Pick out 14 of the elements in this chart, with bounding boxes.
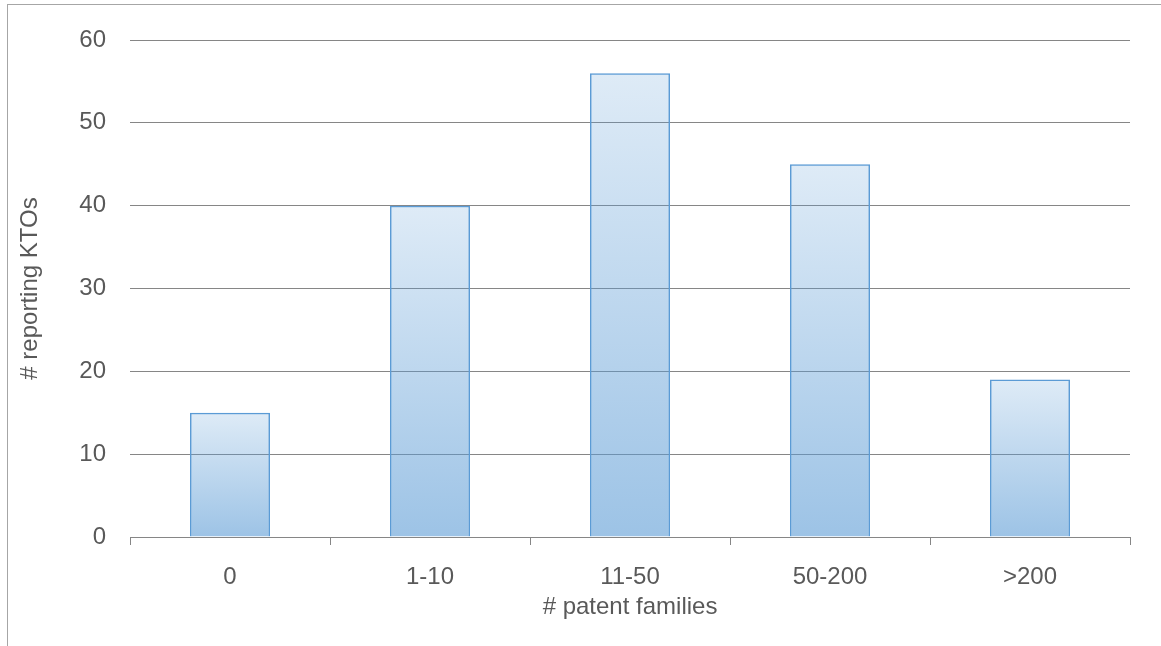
y-tick-label: 60 — [79, 24, 106, 52]
y-axis-title: # reporting KTOs — [15, 197, 43, 380]
x-tick-label: 50-200 — [792, 562, 868, 590]
x-axis-title: # patent families — [542, 592, 718, 620]
x-tick-label: >200 — [1002, 562, 1058, 590]
y-tick-label: 50 — [79, 107, 106, 135]
x-tick-label: 0 — [223, 562, 237, 590]
y-tick-label: 10 — [79, 438, 106, 466]
y-tick-label: 20 — [79, 355, 106, 383]
y-tick-label: 0 — [92, 521, 106, 549]
y-tick-label: 40 — [79, 190, 106, 218]
y-tick-label: 30 — [79, 273, 106, 301]
x-tick-label: 11-50 — [600, 562, 660, 590]
x-tick-label: 1-10 — [405, 562, 455, 590]
